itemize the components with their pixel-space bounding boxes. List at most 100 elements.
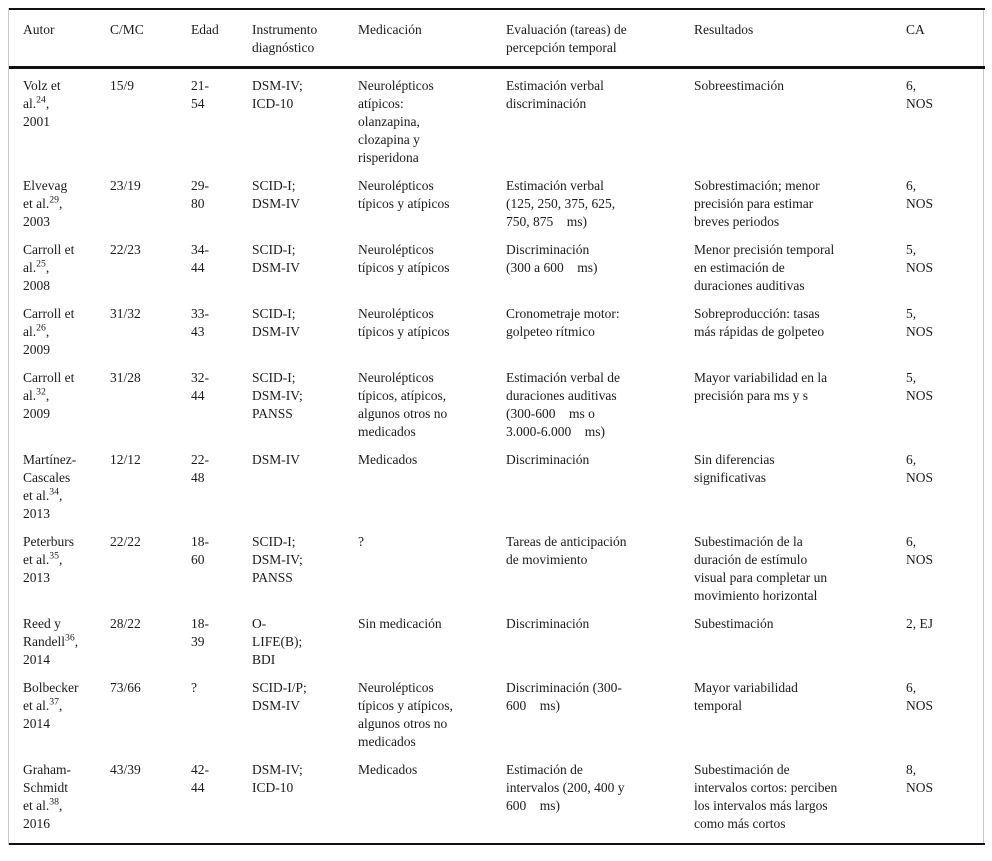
cell-resultados: Subestimación [694,616,774,631]
author-name: Carroll et al. [23,370,75,403]
cell-instrumento-diagnostico: SCID-I; DSM-IV [252,178,301,211]
cell-author: Reed y Randell36, 2014 [9,615,110,679]
author-name: Volz et al. [23,78,61,111]
cell-ca: 2, EJ [906,616,933,631]
author-reference-superscript: 25 [36,258,46,270]
author-year: , 2008 [23,260,50,293]
table-row: Carroll et al.26, 2009 31/32 33- 43 SCID… [9,305,985,369]
cell-ca: 6, NOS [906,680,934,713]
cell-resultados: Subestimación de la duración de estímulo… [694,534,828,603]
author-year: , 2014 [23,634,79,667]
author-reference-superscript: 29 [49,194,59,206]
cell-author: Carroll et al.26, 2009 [9,305,110,369]
cell-evaluacion: Estimación verbal discriminación [506,78,604,111]
table-body: Volz et al.24, 2001 15/9 21- 54 DSM-IV; … [9,68,985,845]
author-reference-superscript: 36 [65,632,75,644]
cell-ca: 6, NOS [906,534,934,567]
studies-table-frame: Autor C/MC Edad Instrumento diagnóstico … [8,8,985,845]
cell-edad: 29- 80 [191,178,209,211]
cell-instrumento-diagnostico: SCID-I/P; DSM-IV [252,680,307,713]
cell-ca: 5, NOS [906,306,934,339]
cell-instrumento-diagnostico: O- LIFE(B); BDI [252,616,303,667]
cell-resultados: Mayor variabilidad en la precisión para … [694,370,828,403]
cell-c-mc: 22/23 [110,242,141,257]
table-row: Reed y Randell36, 2014 28/22 18- 39 O- L… [9,615,985,679]
author-year: , 2013 [23,488,63,521]
column-header-cmc: C/MC [110,9,191,69]
cell-edad: 32- 44 [191,370,209,403]
cell-medicacion: Neurolépticos típicos, atípicos, algunos… [358,370,448,439]
table-row: Peterburs et al.35, 2013 22/22 18- 60 SC… [9,533,985,615]
cell-edad: 34- 44 [191,242,209,275]
cell-resultados: Menor precisión temporal en estimación d… [694,242,835,293]
cell-author: Carroll et al.32, 2009 [9,369,110,451]
author-reference-superscript: 34 [49,486,59,498]
author-name: Bolbecker et al. [23,680,79,713]
table-row: Carroll et al.25, 2008 22/23 34- 44 SCID… [9,241,985,305]
cell-evaluacion: Estimación verbal (125, 250, 375, 625, 7… [506,178,616,229]
author-reference-superscript: 24 [36,94,46,106]
author-name: Carroll et al. [23,306,75,339]
author-name: Martínez- Cascales et al. [23,452,77,503]
cell-ca: 6, NOS [906,78,934,111]
cell-ca: 5, NOS [906,370,934,403]
column-header-autor: Autor [9,9,110,69]
cell-author: Elvevag et al.29, 2003 [9,177,110,241]
author-year: , 2016 [23,798,63,831]
author-reference-superscript: 35 [49,550,59,562]
author-name: Peterburs et al. [23,534,74,567]
cell-medicacion: Medicados [358,762,418,777]
author-year: , 2014 [23,698,63,731]
cell-edad: 18- 60 [191,534,209,567]
cell-evaluacion: Tareas de anticipación de movimiento [506,534,627,567]
author-name: Reed y Randell [23,616,65,649]
cell-ca: 6, NOS [906,452,934,485]
cell-instrumento-diagnostico: DSM-IV; ICD-10 [252,78,303,111]
author-year: , 2001 [23,96,50,129]
cell-resultados: Mayor variabilidad temporal [694,680,798,713]
cell-resultados: Sobreproducción: tasas más rápidas de go… [694,306,825,339]
cell-instrumento-diagnostico: SCID-I; DSM-IV; PANSS [252,534,303,585]
author-reference-superscript: 26 [36,322,46,334]
column-header-resultados: Resultados [694,9,906,69]
cell-evaluacion: Discriminación [506,452,590,467]
author-name: Carroll et al. [23,242,75,275]
author-year: , 2003 [23,196,63,229]
author-year: , 2009 [23,388,50,421]
cell-edad: 42- 44 [191,762,209,795]
cell-instrumento-diagnostico: DSM-IV [252,452,301,467]
column-header-medicacion: Medicación [358,9,506,69]
cell-author: Martínez- Cascales et al.34, 2013 [9,451,110,533]
cell-resultados: Sin diferencias significativas [694,452,775,485]
column-header-edad: Edad [191,9,252,69]
cell-c-mc: 31/28 [110,370,141,385]
table-header: Autor C/MC Edad Instrumento diagnóstico … [9,9,985,69]
cell-author: Carroll et al.25, 2008 [9,241,110,305]
cell-medicacion: Medicados [358,452,418,467]
cell-medicacion: Neurolépticos típicos y atípicos [358,242,450,275]
column-header-ca: CA [906,9,985,69]
table-row: Carroll et al.32, 2009 31/28 32- 44 SCID… [9,369,985,451]
cell-medicacion: Neurolépticos típicos y atípicos [358,178,450,211]
column-header-evaluacion: Evaluación (tareas) de percepción tempor… [506,9,694,69]
cell-instrumento-diagnostico: SCID-I; DSM-IV [252,242,301,275]
cell-ca: 6, NOS [906,178,934,211]
cell-c-mc: 12/12 [110,452,141,467]
cell-ca: 5, NOS [906,242,934,275]
cell-ca: 8, NOS [906,762,934,795]
cell-resultados: Subestimación de intervalos cortos: perc… [694,762,838,831]
cell-instrumento-diagnostico: SCID-I; DSM-IV [252,306,301,339]
cell-medicacion: Neurolépticos típicos y atípicos [358,306,450,339]
table-row: Martínez- Cascales et al.34, 2013 12/12 … [9,451,985,533]
table-row: Bolbecker et al.37, 2014 73/66 ? SCID-I/… [9,679,985,761]
cell-evaluacion: Discriminación [506,616,590,631]
cell-medicacion: ? [358,534,364,549]
column-header-instrumento: Instrumento diagnóstico [252,9,358,69]
cell-evaluacion: Discriminación (300 a 600 ms) [506,242,598,275]
cell-medicacion: Sin medicación [358,616,442,631]
cell-instrumento-diagnostico: SCID-I; DSM-IV; PANSS [252,370,303,421]
studies-table: Autor C/MC Edad Instrumento diagnóstico … [9,8,985,845]
cell-instrumento-diagnostico: DSM-IV; ICD-10 [252,762,303,795]
cell-c-mc: 43/39 [110,762,141,777]
